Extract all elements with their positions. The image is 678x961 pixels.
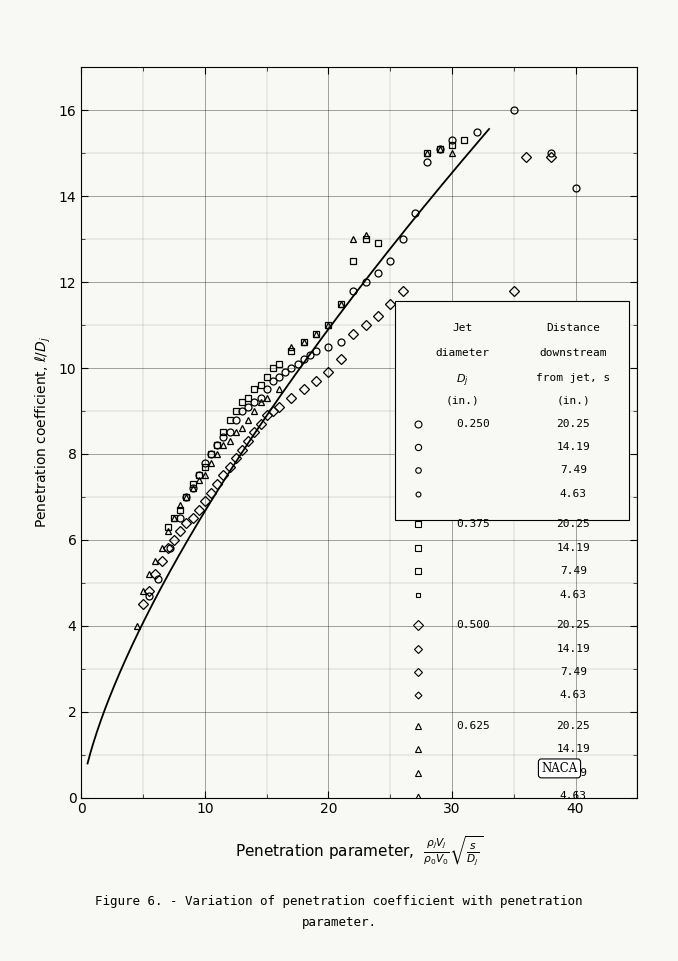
Text: Penetration parameter,  $\frac{\rho_j V_j}{\rho_0 V_0}\sqrt{\frac{s}{D_j}}$: Penetration parameter, $\frac{\rho_j V_j… bbox=[235, 834, 483, 867]
Text: 14.19: 14.19 bbox=[557, 442, 591, 452]
Bar bbox=[395, 301, 629, 520]
Text: parameter.: parameter. bbox=[302, 916, 376, 929]
Text: 20.25: 20.25 bbox=[557, 419, 591, 429]
Text: 4.63: 4.63 bbox=[560, 590, 587, 600]
Text: downstream: downstream bbox=[540, 349, 607, 358]
Text: 4.63: 4.63 bbox=[560, 489, 587, 499]
Text: 0.500: 0.500 bbox=[456, 620, 490, 630]
Text: 0.625: 0.625 bbox=[456, 721, 490, 731]
Y-axis label: Penetration coefficient, $\ell/D_j$: Penetration coefficient, $\ell/D_j$ bbox=[34, 336, 53, 529]
Text: 7.49: 7.49 bbox=[560, 566, 587, 577]
Text: 4.63: 4.63 bbox=[560, 690, 587, 701]
Text: 4.63: 4.63 bbox=[560, 791, 587, 801]
Text: 14.19: 14.19 bbox=[557, 644, 591, 653]
Text: NACA: NACA bbox=[541, 762, 578, 775]
Text: 14.19: 14.19 bbox=[557, 543, 591, 553]
Text: 7.49: 7.49 bbox=[560, 768, 587, 777]
Text: 7.49: 7.49 bbox=[560, 667, 587, 677]
Text: 20.25: 20.25 bbox=[557, 620, 591, 630]
Text: $D_j$: $D_j$ bbox=[456, 373, 468, 389]
Text: diameter: diameter bbox=[435, 349, 490, 358]
Text: Figure 6. - Variation of penetration coefficient with penetration: Figure 6. - Variation of penetration coe… bbox=[95, 895, 583, 908]
Text: 20.25: 20.25 bbox=[557, 721, 591, 731]
Text: Distance: Distance bbox=[546, 323, 601, 333]
Text: 0.375: 0.375 bbox=[456, 520, 490, 530]
Text: (in.): (in.) bbox=[445, 396, 479, 406]
Text: 20.25: 20.25 bbox=[557, 520, 591, 530]
Text: 7.49: 7.49 bbox=[560, 465, 587, 476]
Text: (in.): (in.) bbox=[557, 396, 591, 406]
Text: 14.19: 14.19 bbox=[557, 745, 591, 754]
Text: 0.250: 0.250 bbox=[456, 419, 490, 429]
Text: Jet: Jet bbox=[452, 323, 473, 333]
Text: from jet, s: from jet, s bbox=[536, 373, 610, 382]
